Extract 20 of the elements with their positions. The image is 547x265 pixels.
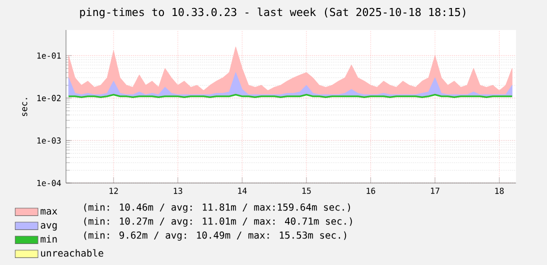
legend-label: min — [40, 235, 57, 243]
x-tick-label: 18 — [495, 188, 504, 194]
legend-label: unreachable — [41, 249, 104, 257]
y-tick-label: 1e-01 — [37, 52, 61, 59]
text: (min: 10.46m / avg: 11.81m / max:159.64m sec.) — [84, 203, 350, 213]
x-tick-label: 14 — [238, 188, 247, 194]
x-tick-label: 16 — [366, 188, 376, 194]
y-axis-title: sec. — [22, 98, 28, 116]
y-tick-label: 1e-04 — [37, 180, 61, 186]
text: (min: 9.62m / avg: 10.49m / max: 15.53m sec.) — [84, 231, 346, 241]
legend-label: avg — [40, 223, 57, 231]
chart-title: ping-times to 10.33.0.23 - last week (Sat 2025-10-18 18:15) — [80, 8, 466, 18]
x-tick-label: 12 — [110, 188, 118, 194]
text: (min: 10.27m / avg: 11.01m / max: 40.71m sec.) — [84, 217, 352, 227]
x-tick-label: 15 — [302, 188, 311, 194]
legend-label: max — [40, 209, 58, 215]
x-tick-label: 13 — [174, 188, 182, 194]
y-tick-label: 1e-03 — [37, 137, 61, 144]
y-tick-label: 1e-02 — [37, 94, 61, 102]
x-tick-label: 17 — [431, 188, 440, 194]
